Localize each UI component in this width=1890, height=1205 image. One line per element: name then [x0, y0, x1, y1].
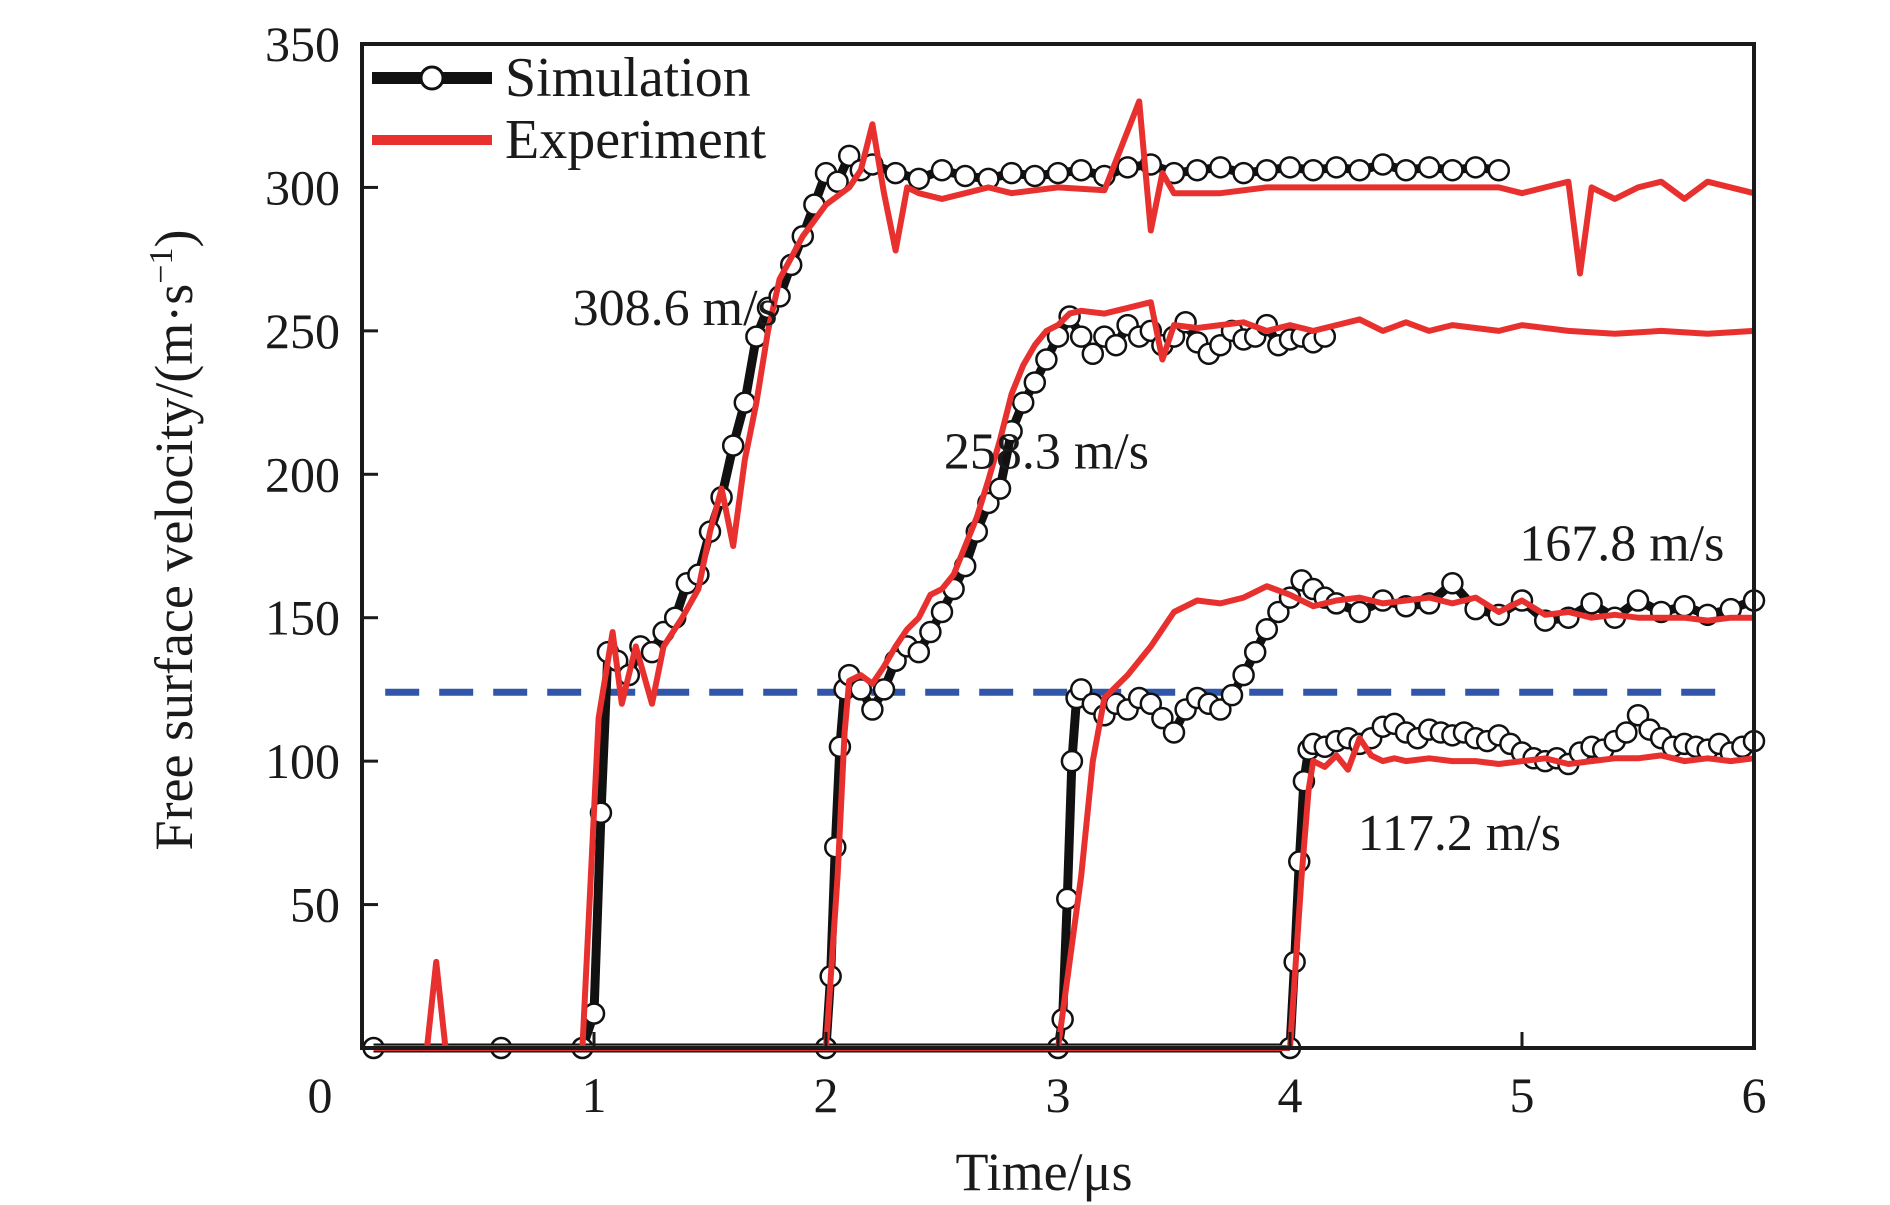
y-tick-label: 350 — [265, 16, 340, 72]
y-axis-title: Free surface velocity/(m·s−1) — [143, 230, 204, 851]
experiment-line-4 — [1287, 735, 1755, 1049]
experiment-line-1 — [373, 98, 1755, 1051]
simulation-point — [1232, 663, 1255, 687]
peak-velocity-label: 167.8 m/s — [1519, 515, 1724, 572]
simulation-point — [1371, 153, 1395, 176]
simulation-point — [1441, 158, 1464, 182]
simulation-point — [1255, 158, 1279, 182]
x-axis-title: Time/μs — [955, 1142, 1132, 1202]
simulation-point — [1046, 161, 1070, 185]
legend-experiment-label: Experiment — [505, 109, 767, 171]
simulation-point — [1580, 592, 1603, 615]
simulation-point — [1441, 572, 1464, 595]
simulation-point — [1151, 706, 1174, 730]
simulation-point — [1185, 158, 1209, 182]
peak-velocity-label: 117.2 m/s — [1358, 805, 1561, 862]
legend: Simulation Experiment — [372, 47, 767, 171]
simulation-point — [919, 620, 942, 644]
simulation-point — [1325, 156, 1348, 179]
simulation-point — [1069, 678, 1093, 701]
simulation-point — [1162, 721, 1186, 744]
experiment-line-3 — [1055, 583, 1754, 1049]
y-axis-title-close: ) — [144, 230, 204, 248]
x-tick-label: 5 — [1510, 1067, 1535, 1123]
experiment-series-1 — [373, 98, 1755, 1051]
legend-simulation-label: Simulation — [505, 47, 751, 109]
x-tick-label: 0 — [308, 1067, 333, 1123]
simulation-point — [1615, 721, 1638, 744]
simulation-point — [953, 164, 977, 188]
simulation-point — [1464, 156, 1487, 179]
y-tick-label: 150 — [265, 590, 340, 646]
simulation-point — [1232, 161, 1255, 185]
simulation-point — [1487, 158, 1511, 182]
x-tick-label: 3 — [1046, 1067, 1071, 1123]
simulation-point — [1139, 692, 1163, 716]
simulation-point — [1220, 683, 1244, 707]
simulation-point — [988, 477, 1012, 500]
simulation-point — [1023, 371, 1047, 394]
experiment-line-2 — [823, 299, 1755, 1049]
y-tick-label: 200 — [265, 446, 340, 502]
simulation-series-2 — [373, 305, 1337, 1060]
simulation-point — [872, 678, 896, 701]
peak-velocity-label: 308.6 m/s — [573, 280, 778, 337]
simulation-point — [1243, 640, 1267, 664]
y-axis-title-main: Free surface velocity/(m·s — [144, 284, 204, 851]
simulation-point — [1011, 391, 1035, 414]
x-tick-label: 2 — [814, 1067, 839, 1123]
x-tick-label: 4 — [1278, 1067, 1303, 1123]
simulation-point — [1023, 164, 1047, 188]
simulation-point — [1060, 749, 1084, 773]
y-tick-label: 250 — [265, 303, 340, 359]
simulation-point — [1081, 342, 1105, 366]
simulation-point — [1035, 348, 1058, 371]
simulation-point — [837, 144, 861, 168]
simulation-point — [1069, 158, 1093, 182]
simulation-point — [930, 600, 954, 624]
y-tick-label: 300 — [265, 159, 340, 215]
simulation-point — [1267, 600, 1290, 624]
simulation-point — [1104, 333, 1128, 357]
simulation-point — [1209, 156, 1232, 179]
simulation-point — [1278, 156, 1302, 179]
y-tick-label: 100 — [265, 733, 340, 789]
simulation-point — [907, 167, 931, 191]
simulation-point — [1116, 156, 1139, 179]
simulation-point — [1301, 158, 1325, 182]
ticks-layer: 0 1 2 3 4 5 6 50 100 150 200 250 300 350 — [265, 16, 1767, 1123]
simulation-point — [733, 391, 757, 414]
simulation-point — [1209, 698, 1232, 721]
simulation-point — [1348, 158, 1371, 182]
simulation-point — [1626, 703, 1650, 727]
annotation-layer: 308.6 m/s 258.3 m/s 167.8 m/s 117.2 m/s — [573, 280, 1725, 862]
simulation-point — [1069, 325, 1093, 348]
simulation-line-4 — [1285, 710, 1756, 1049]
x-tick-label: 6 — [1742, 1067, 1767, 1123]
simulation-point — [721, 434, 745, 457]
plot-layer — [362, 98, 1766, 1060]
simulation-point — [1348, 600, 1371, 624]
peak-velocity-label: 258.3 m/s — [944, 424, 1149, 481]
simulation-point — [1209, 333, 1232, 357]
x-tick-label: 1 — [582, 1067, 607, 1123]
simulation-point — [1394, 158, 1418, 182]
simulation-point — [884, 161, 907, 185]
simulation-point — [826, 170, 849, 193]
legend-simulation-marker — [419, 65, 445, 91]
simulation-point — [930, 158, 954, 182]
y-tick-label: 50 — [290, 877, 340, 933]
simulation-point — [1673, 594, 1696, 618]
y-axis-title-superscript: −1 — [143, 248, 180, 284]
simulation-point — [1626, 589, 1650, 612]
simulation-point — [1255, 617, 1279, 641]
simulation-point — [1000, 161, 1023, 185]
simulation-point — [1417, 156, 1441, 179]
simulation-point — [907, 640, 931, 664]
simulation-point — [861, 698, 884, 721]
